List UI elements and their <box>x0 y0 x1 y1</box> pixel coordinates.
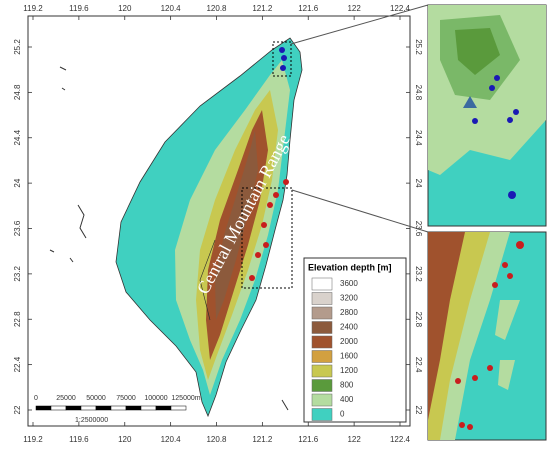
lon-tick-label: 122 <box>347 4 361 13</box>
lon-tick-label: 122 <box>347 435 361 444</box>
lat-tick-label: 22.8 <box>414 311 423 327</box>
scale-label: 25000 <box>56 395 76 402</box>
scale-segment <box>95 405 112 411</box>
lat-tick-label: 24.8 <box>414 85 423 101</box>
scale-segment <box>170 405 187 411</box>
legend-swatch <box>311 364 333 378</box>
lon-tick-label: 120.4 <box>161 435 182 444</box>
legend-title: Elevation depth [m] <box>308 262 392 272</box>
lat-tick-label: 24.8 <box>13 84 22 100</box>
scale-segment <box>80 405 97 411</box>
inset-east <box>427 231 547 441</box>
legend-swatch <box>311 306 333 320</box>
lat-tick-label: 24 <box>414 179 423 188</box>
lon-tick-label: 121.2 <box>252 435 273 444</box>
scale-segment <box>155 405 172 411</box>
lat-tick-label: 22.8 <box>13 311 22 327</box>
legend-swatch <box>311 408 333 421</box>
legend-label: 0 <box>340 410 345 419</box>
scale-label: 125000m <box>171 395 200 402</box>
scale-segment <box>125 405 142 411</box>
legend-label: 2400 <box>340 323 358 332</box>
lon-tick-label: 120 <box>118 4 132 13</box>
lon-tick-label: 120.8 <box>206 435 227 444</box>
legend-swatch <box>311 292 333 305</box>
scale-segment <box>35 405 52 411</box>
scale-label: 50000 <box>86 395 106 402</box>
scale-segment <box>50 405 67 411</box>
lat-tick-label: 24.4 <box>13 129 22 145</box>
legend-swatch <box>311 379 333 392</box>
lat-tick-label: 23.6 <box>414 221 423 237</box>
taiwan-island <box>49 37 303 418</box>
lon-tick-label: 120.4 <box>161 4 182 13</box>
inset-north <box>427 4 547 227</box>
legend-label: 400 <box>340 395 354 404</box>
lat-tick-label: 23.6 <box>13 220 22 236</box>
scale-label: 0 <box>34 395 38 402</box>
legend-label: 2000 <box>340 337 358 346</box>
lat-tick-label: 22 <box>414 406 423 415</box>
legend-swatch <box>311 393 333 407</box>
legend-swatch <box>311 277 333 291</box>
lon-tick-label: 122.4 <box>390 435 411 444</box>
legend-label: 3600 <box>340 279 358 288</box>
lat-tick-label: 24.4 <box>414 130 423 146</box>
lat-tick-label: 22.4 <box>13 356 22 372</box>
legend-swatch <box>311 321 333 334</box>
lon-tick-label: 119.6 <box>69 435 89 444</box>
lon-tick-label: 119.6 <box>69 4 89 13</box>
scale-ratio: 1:2500000 <box>75 417 108 424</box>
scale-label: 75000 <box>116 395 136 402</box>
legend-swatch <box>311 350 333 363</box>
lat-tick-label: 23.2 <box>414 266 423 282</box>
legend-swatch <box>311 335 333 349</box>
legend-label: 2800 <box>340 308 358 317</box>
lon-tick-label: 121.6 <box>298 4 319 13</box>
lon-tick-label: 119.2 <box>23 435 43 444</box>
legend-label: 1600 <box>340 352 358 361</box>
lon-tick-label: 120.8 <box>206 4 227 13</box>
scale-segment <box>110 405 127 411</box>
scale-bar: 0 25000 50000 75000 100000 125000m <box>34 395 201 411</box>
lat-tick-label: 22.4 <box>414 357 423 373</box>
inset-box-north <box>272 41 292 77</box>
scale-segment <box>140 405 157 411</box>
lon-tick-label: 120 <box>118 435 132 444</box>
legend-label: 3200 <box>340 294 358 303</box>
lat-tick-label: 25.2 <box>13 39 22 55</box>
legend-label: 1200 <box>340 366 358 375</box>
sites <box>249 47 289 281</box>
lat-tick-label: 22 <box>13 405 22 414</box>
connector <box>290 4 429 45</box>
scale-segment <box>65 405 82 411</box>
lat-tick-label: 24 <box>13 178 22 187</box>
lon-tick-label: 119.2 <box>23 4 43 13</box>
lon-tick-label: 122.4 <box>390 4 411 13</box>
lat-tick-label: 25.2 <box>414 39 423 55</box>
legend-label: 800 <box>340 381 354 390</box>
lon-tick-label: 121.6 <box>298 435 319 444</box>
inset-box-east <box>241 187 293 289</box>
scale-label: 100000 <box>144 395 167 402</box>
connector <box>291 189 429 233</box>
legend: Elevation depth [m] 3600 3200 2800 2400 2000… <box>303 257 407 423</box>
lat-tick-label: 23.2 <box>13 266 22 282</box>
lon-tick-label: 121.2 <box>252 4 273 13</box>
